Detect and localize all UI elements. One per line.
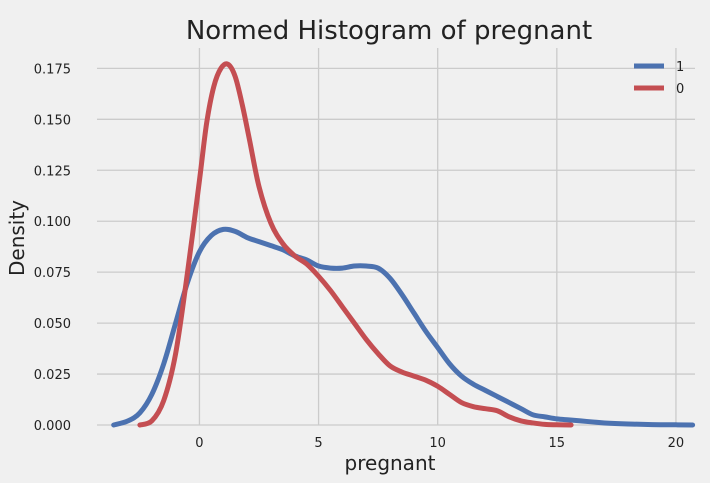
- y-tick-label: 0.150: [34, 113, 71, 128]
- legend-label-1: 1: [676, 60, 684, 75]
- y-tick-label: 0.050: [34, 317, 71, 332]
- y-tick-labels: 0.000 0.025 0.050 0.075 0.100 0.125 0.150 0.175: [34, 62, 71, 434]
- x-axis-label: pregnant: [345, 451, 436, 475]
- y-tick-label: 0.075: [34, 266, 71, 281]
- series-layer: [111, 61, 696, 428]
- x-tick-label: 20: [668, 436, 685, 451]
- y-tick-label: 0.100: [34, 215, 71, 230]
- legend-label-0: 0: [676, 82, 684, 97]
- y-tick-label: 0.000: [34, 419, 71, 434]
- y-tick-label: 0.175: [34, 62, 71, 77]
- y-tick-label: 0.125: [34, 164, 71, 179]
- x-tick-label: 0: [195, 436, 203, 451]
- legend: 10: [634, 60, 684, 97]
- y-tick-label: 0.025: [34, 368, 71, 383]
- x-tick-label: 15: [549, 436, 566, 451]
- y-axis-label: Density: [5, 200, 29, 276]
- chart-title: Normed Histogram of pregnant: [186, 16, 592, 46]
- x-gridlines: [198, 48, 677, 425]
- x-tick-label: 10: [429, 436, 446, 451]
- x-tick-labels: 0 5 10 15 20: [195, 436, 684, 451]
- series-line-0: [137, 61, 574, 428]
- x-tick-label: 5: [314, 436, 322, 451]
- series-line-1: [111, 226, 696, 428]
